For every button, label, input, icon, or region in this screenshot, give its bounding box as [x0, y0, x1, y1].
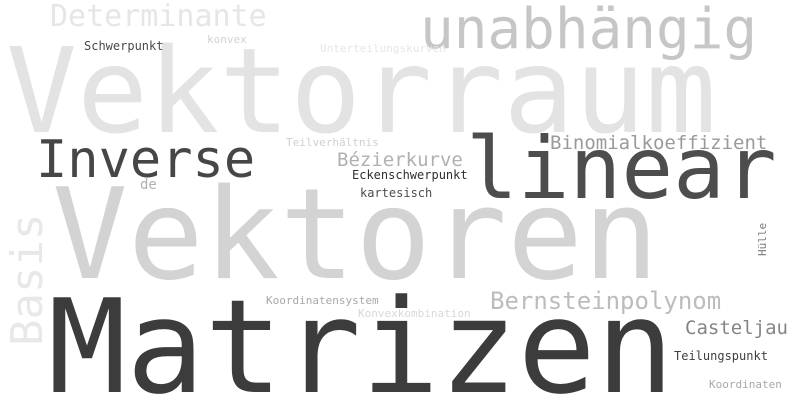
word-huelle: Hülle — [756, 222, 769, 256]
word-linear: linear — [466, 119, 777, 219]
word-unabhaengig: unabhängig — [420, 0, 758, 62]
word-de: de — [140, 177, 157, 193]
word-koordinaten: Koordinaten — [709, 378, 782, 391]
word-unterteilungskurven: Unterteilungskurven — [320, 42, 446, 55]
word-bernsteinpolynom: Bernsteinpolynom — [490, 287, 722, 315]
word-determinante: Determinante — [50, 0, 267, 34]
word-binomialkoeffizient: Binomialkoeffizient — [550, 132, 768, 154]
word-teilverhaeltnis: Teilverhältnis — [286, 136, 379, 149]
word-casteljau: Casteljau — [685, 317, 788, 339]
word-basis: Basis — [2, 213, 53, 346]
word-koordinatensystem: Koordinatensystem — [266, 294, 379, 307]
word-bezierkurve: Bézierkurve — [337, 149, 463, 171]
word-kartesisch: kartesisch — [360, 186, 433, 200]
word-schwerpunkt: Schwerpunkt — [84, 39, 164, 53]
word-konvexkombination: Konvexkombination — [358, 307, 471, 320]
word-konvex: konvex — [207, 33, 247, 46]
word-inverse: Inverse — [36, 130, 256, 190]
word-eckenschwerpunkt: Eckenschwerpunkt — [352, 168, 468, 182]
word-vektorraum: Vektorraum — [6, 22, 717, 160]
word-matrizen: Matrizen — [48, 271, 675, 400]
word-teilungspunkt: Teilungspunkt — [674, 349, 768, 363]
word-vektoren: Vektoren — [52, 161, 659, 308]
